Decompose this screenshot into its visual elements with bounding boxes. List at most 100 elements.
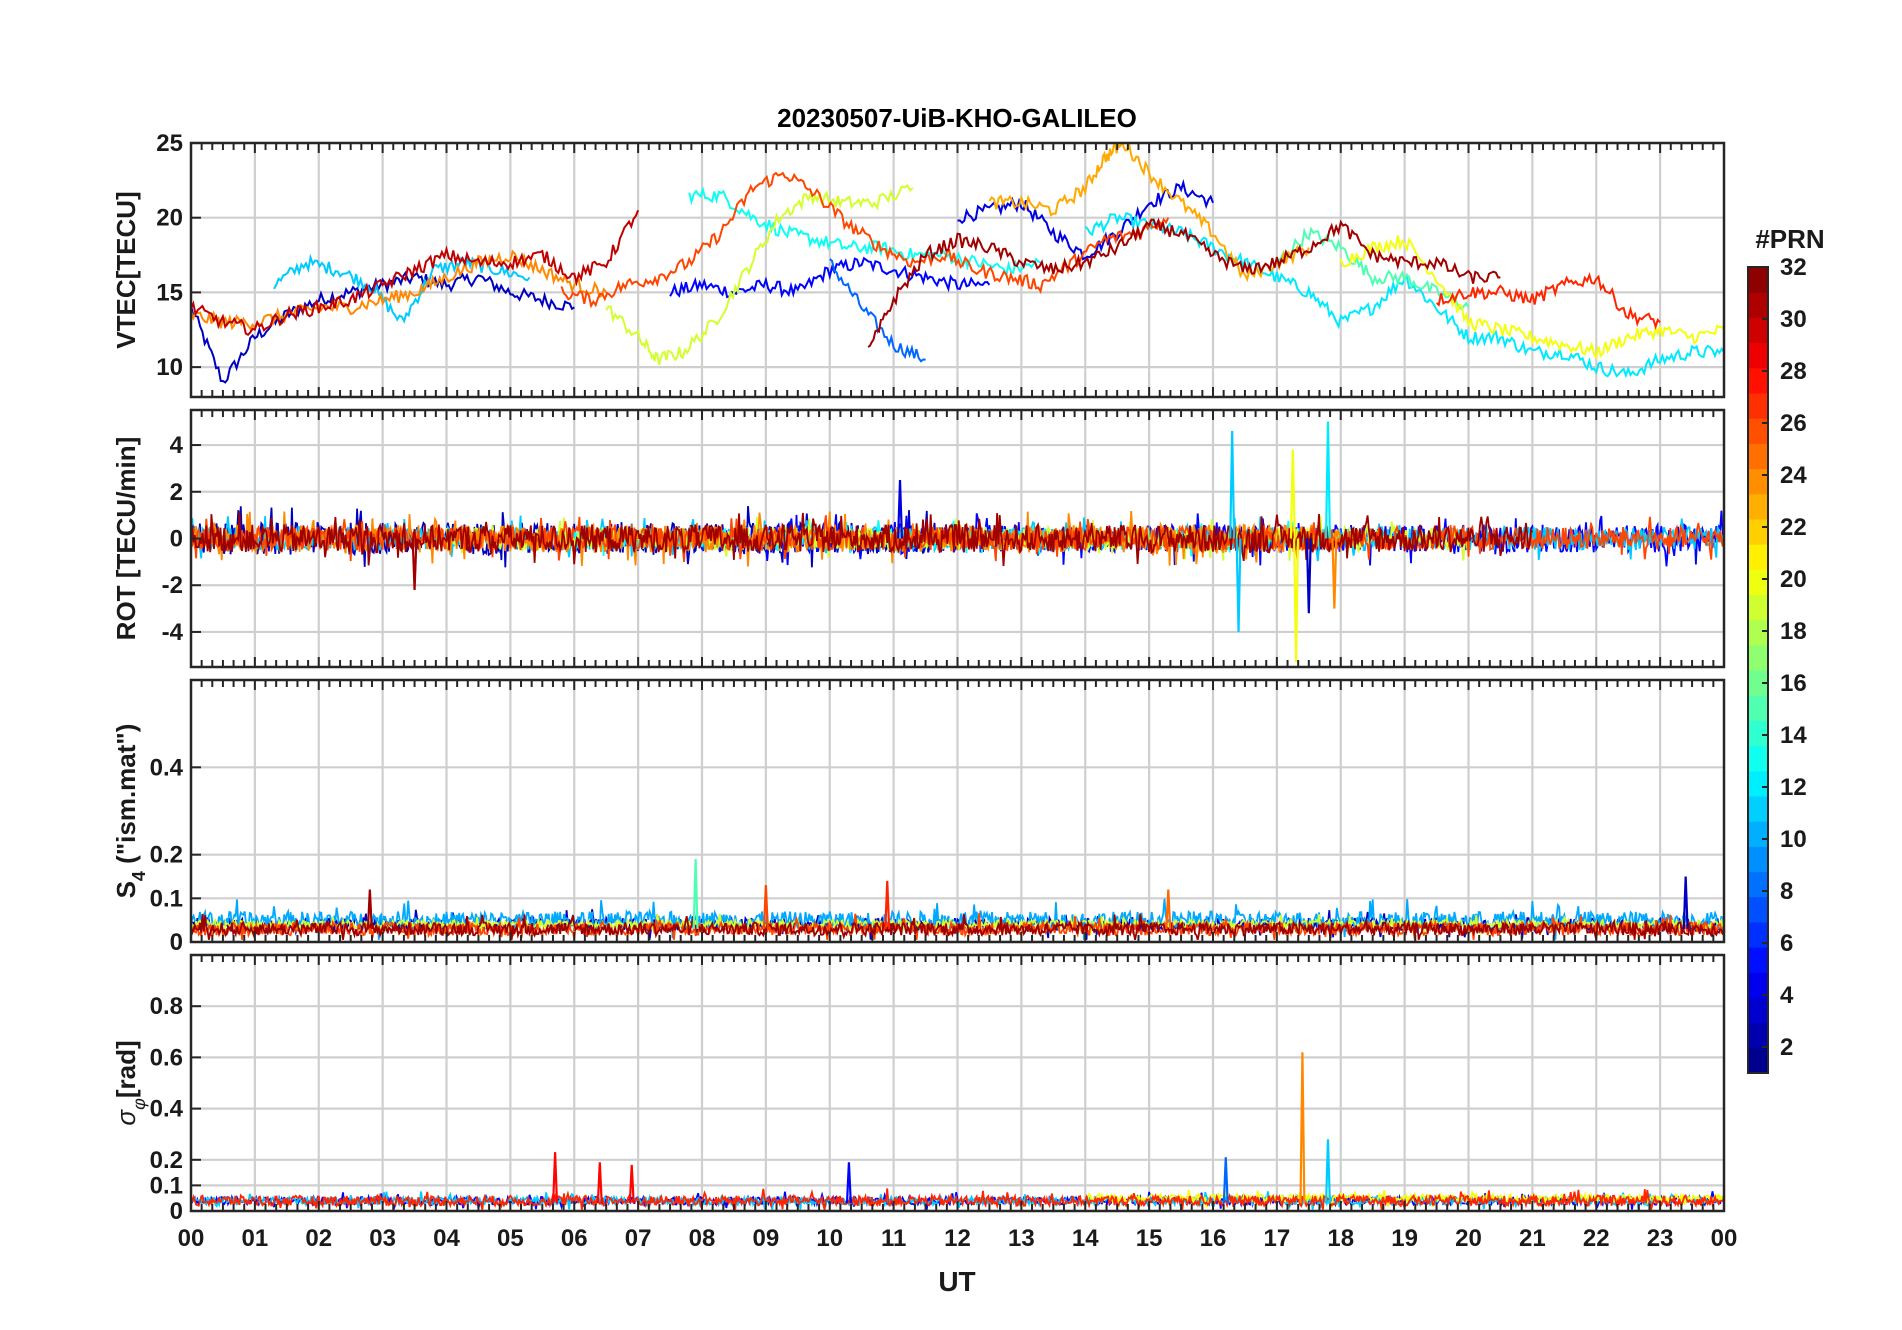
colorbar-segment [1748,997,1768,1024]
spike-prn-31 [411,538,418,590]
colorbar-segment [1748,821,1768,847]
y-tick-label: 0.6 [150,1044,183,1071]
y-tick-label: 2 [170,479,183,506]
colorbar-tick-label: 22 [1780,514,1807,541]
x-tick-label: 09 [753,1225,780,1252]
y-axis-label-rot: ROT [TECU/min] [111,437,141,641]
y-tick-label: 0 [170,1198,183,1225]
panel-sigma_phi: 00.10.2 0.4 0.6 0.8σφ[rad] [111,953,1726,1225]
colorbar-segment [1748,972,1768,999]
colorbar-segment [1748,544,1768,570]
series-line-prn-26 [560,171,1170,309]
y-tick-label: 0 [170,929,183,956]
panel-rot: -4 -2 0 2 4 ROT [TECU/min] [111,408,1726,669]
spike-prn-28 [628,1164,635,1204]
x-tick-label: 03 [369,1225,396,1252]
x-tick-label: 14 [1072,1225,1099,1252]
y-tick-label: 0.2 [150,842,183,869]
colorbar-segment [1748,518,1768,545]
x-tick-label: 08 [689,1225,716,1252]
spike-prn-15 [692,859,699,929]
y-tick-label: 0.1 [150,1172,183,1199]
series-line-prn-15 [1276,226,1470,311]
spike-prn-11 [1229,431,1236,539]
spike-prn-20 [1293,538,1300,663]
spike-prn-12 [1324,421,1331,539]
colorbar-segment [1748,896,1768,923]
y-tick-label: 0.4 [150,754,184,781]
x-tick-label: 11 [881,1225,906,1252]
x-tick-label: 16 [1200,1225,1227,1252]
colorbar-tick-label: 2 [1780,1034,1793,1061]
colorbar-segment [1748,1022,1768,1049]
grid-s4 [191,680,1724,944]
series-line-prn-20 [1339,235,1724,360]
colorbar-tick-label: 10 [1780,826,1807,853]
y-axis-label-s4: S4 ("ism.mat") [111,724,149,899]
spike-prn-31 [366,889,373,929]
spike-prn-28 [596,1162,603,1204]
colorbar-segment [1748,418,1768,444]
x-tick-label: 06 [561,1225,588,1252]
x-tick-labels: 00 01 02 03 04 05 06 07 08 09 10 11 12 13 14 15 16 17 18 19… [178,1225,1738,1252]
series-line-prn-5 [669,256,991,299]
colorbar-title: #PRN [1755,224,1824,254]
series-line-prn-31 [191,511,1534,567]
y-tick-label: -4 [162,619,184,646]
spike-prn-26 [762,885,769,929]
data-rot [191,421,1724,663]
colorbar-segment [1748,392,1768,419]
x-tick-label: 01 [242,1225,269,1252]
colorbar-segment [1748,468,1768,495]
spike-prn-4 [896,480,904,539]
x-ticks-s4 [190,680,1725,942]
colorbar-segment [1748,644,1768,671]
y-axis-label-vtec: VTEC[TECU] [111,191,141,348]
spike-prn-24 [1331,538,1338,609]
x-tick-label: 23 [1647,1225,1674,1252]
spike-prn-25 [1165,889,1172,929]
series-line-prn-31 [867,217,1501,348]
spike-prn-24 [1299,1052,1306,1204]
x-tick-label: 13 [1008,1225,1035,1252]
colorbar-segment [1748,443,1768,470]
colorbar-segment [1748,267,1768,293]
colorbar-segment [1748,670,1768,696]
colorbar-tick-label: 30 [1780,306,1807,333]
colorbar-frame [1747,266,1769,1074]
series-line-prn-13 [688,186,1041,279]
x-tick-label: 12 [944,1225,971,1252]
colorbar-segment [1748,493,1768,520]
series-line-prn-10 [191,898,1724,940]
spike-prn-3 [1305,538,1312,614]
y-tick-label: 0.2 [150,1147,183,1174]
colorbar-tick-label: 12 [1780,774,1807,801]
colorbar-segment [1748,695,1768,721]
x-tick-label: 22 [1583,1225,1610,1252]
chart-title: 20230507-UiB-KHO-GALILEO [777,103,1137,133]
colorbar-tick-label: 18 [1780,618,1807,645]
colorbar-segment [1748,317,1768,344]
y-tick-label: 4 [170,432,184,459]
x-ticks-sigma_phi [190,955,1725,1211]
colorbar-segment [1748,1047,1768,1074]
y-tick-label: 25 [156,130,183,157]
x-tick-label: 05 [497,1225,524,1252]
x-tick-label: 10 [816,1225,843,1252]
y-tick-label: 0.4 [150,1096,184,1123]
y-tick-label: 0 [170,526,183,553]
series-line-prn-27 [1435,272,1661,331]
spike-prn-28 [552,1152,559,1204]
colorbar-segment [1748,292,1768,318]
colorbar-tick-label: 20 [1780,566,1807,593]
colorbar-segment [1748,745,1768,772]
colorbar-tick-label: 14 [1780,722,1807,749]
y-tick-label: 15 [156,279,183,306]
x-tick-label: 07 [625,1225,652,1252]
colorbar-segment [1748,342,1768,369]
colorbar-segment [1748,871,1768,898]
colorbar-tick-label: 24 [1780,462,1807,489]
